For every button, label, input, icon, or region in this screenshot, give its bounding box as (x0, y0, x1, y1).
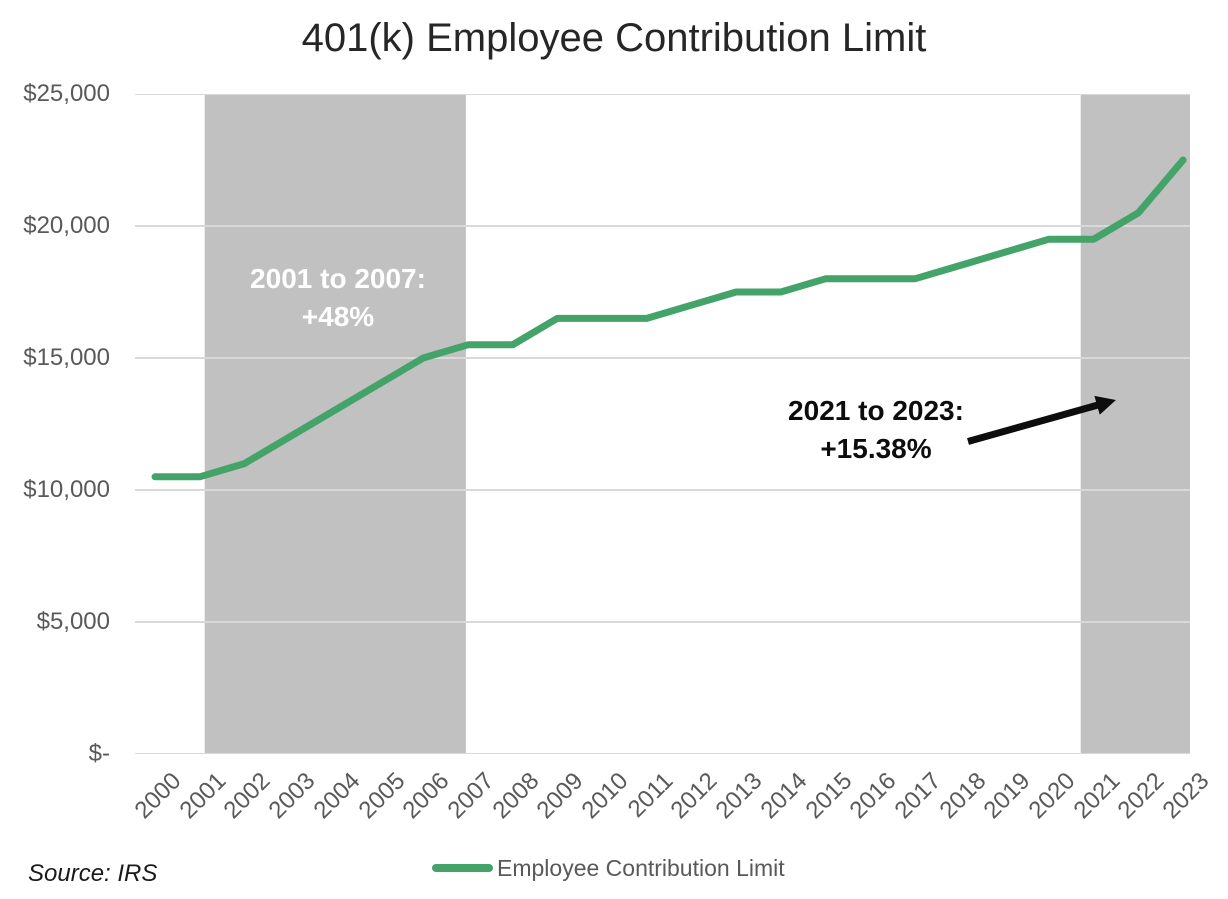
source-note: Source: IRS (28, 860, 158, 887)
highlight-band-2001-2007 (204, 94, 466, 754)
annotation-2021-2023: 2021 to 2023: +15.38% (706, 392, 1046, 468)
chart-title: 401(k) Employee Contribution Limit (301, 16, 927, 60)
chart-svg (135, 94, 1190, 754)
annotation-line: +48% (301, 301, 375, 332)
annotation-2001-2007: 2001 to 2007: +48% (168, 260, 508, 336)
legend: Employee Contribution Limit (432, 854, 785, 882)
y-axis-label: $10,000 (23, 476, 110, 503)
y-axis-label: $20,000 (23, 212, 110, 239)
legend-line-swatch (432, 864, 493, 872)
y-axis-label: $25,000 (23, 80, 110, 107)
annotation-line: +15.38% (820, 433, 932, 464)
series-line-employee-contribution-limit (151, 156, 1187, 481)
annotation-line: 2021 to 2023: (788, 395, 964, 426)
y-axis-label: $5,000 (36, 608, 110, 635)
annotation-arrow (967, 395, 1116, 445)
highlight-band-2021-2023 (1080, 94, 1190, 754)
plot-area: 2001 to 2007: +48% 2021 to 2023: +15.38% (135, 94, 1190, 754)
legend-label: Employee Contribution Limit (497, 854, 785, 881)
y-axis-label: $- (88, 740, 110, 767)
annotation-line: 2001 to 2007: (250, 263, 426, 294)
y-axis-label: $15,000 (23, 344, 110, 371)
